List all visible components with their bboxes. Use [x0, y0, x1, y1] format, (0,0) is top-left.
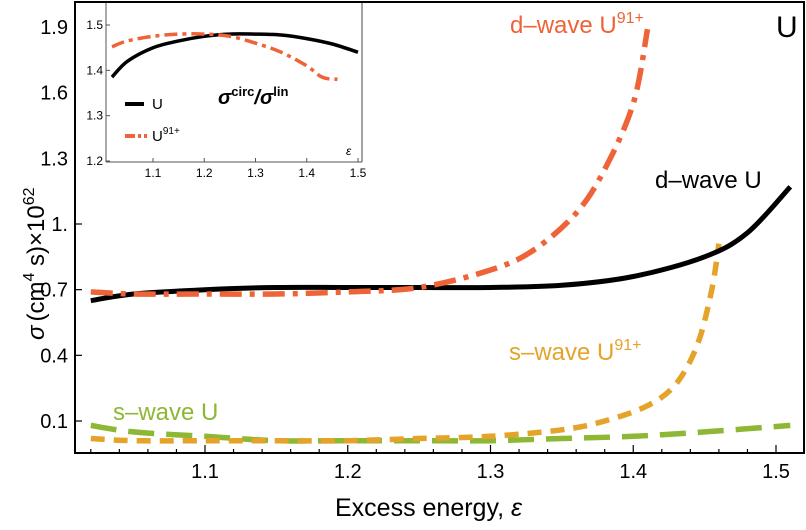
inset-x-tick-label: 1.3: [247, 166, 264, 180]
inset-x-tick-label: 1.5: [350, 166, 367, 180]
annotation-swave-u: s–wave U: [113, 399, 218, 426]
panel-label: U: [776, 11, 798, 44]
y-tick-label: 0.1: [40, 411, 68, 433]
inset-series-u: [110, 32, 359, 79]
main-plot-frame: [74, 1, 805, 454]
inset-plot: 1.1 1.2 1.3 1.4 1.5 1.21.31.41.5 σcirc/σlin …: [76, 3, 367, 180]
series-s-wave-u-: [90, 243, 722, 444]
inset-y-tick-label: 1.5: [86, 18, 103, 32]
inset-legend: U U91+: [125, 96, 180, 145]
y-tick-label: 1.: [51, 214, 68, 236]
series-d-wave-u: [90, 185, 793, 304]
annotation-dwave-u91: d–wave U91+: [510, 10, 644, 39]
inset-x-label: ε: [346, 144, 352, 158]
y-axis-label: σ(cm4 s)×1062: [21, 187, 50, 340]
x-tick-label: 1.5: [762, 461, 790, 483]
inset-x-tick-label: 1.4: [298, 166, 315, 180]
inset-background: [76, 3, 362, 163]
y-tick-label: 1.9: [40, 17, 68, 39]
inset-curves: [110, 32, 359, 82]
x-tick-label: 1.1: [191, 461, 219, 483]
inset-ratio-label: σcirc/σlin: [218, 84, 288, 109]
x-tick-label: 1.2: [334, 461, 362, 483]
annotation-swave-u91: s–wave U91+: [509, 337, 642, 366]
main-y-axis: 0.1 0.4 0.7 1. 1.3 1.6 1.9: [40, 17, 82, 433]
inset-y-tick-label: 1.3: [86, 109, 103, 123]
y-tick-label: 1.6: [40, 83, 68, 105]
x-tick-label: 1.4: [619, 461, 647, 483]
annotation-dwave-u: d–wave U: [655, 167, 762, 194]
legend-u91-label: U91+: [152, 126, 180, 145]
inset-y-tick-label: 1.2: [86, 154, 103, 168]
inset-y-tick-label: 1.4: [86, 63, 103, 77]
y-tick-label: 1.3: [40, 148, 68, 170]
inset-series-u-: [111, 32, 338, 82]
y-tick-label: 0.7: [40, 280, 68, 302]
main-curves: [90, 28, 793, 444]
x-axis-label: Excess energy, ε: [335, 494, 523, 522]
inset-y-axis: 1.2 1.3 1.4 1.5: [86, 18, 110, 168]
inset-x-tick-label: 1.1: [145, 166, 162, 180]
main-x-axis: 1.1 1.2 1.3 1.4 1.5: [90, 445, 790, 483]
inset-x-axis: 1.1 1.2 1.3 1.4 1.5: [145, 158, 367, 180]
legend-u-label: U: [152, 96, 163, 113]
main-plot: 1.1 1.2 1.3 1.4 1.5 0.1 0.4 0.7 1. 1.3 1.6 1.9: [40, 1, 805, 483]
x-tick-label: 1.3: [477, 461, 505, 483]
inset-x-tick-label: 1.2: [196, 166, 213, 180]
series-d-wave-u-: [90, 28, 651, 297]
y-tick-label: 0.4: [40, 345, 68, 367]
